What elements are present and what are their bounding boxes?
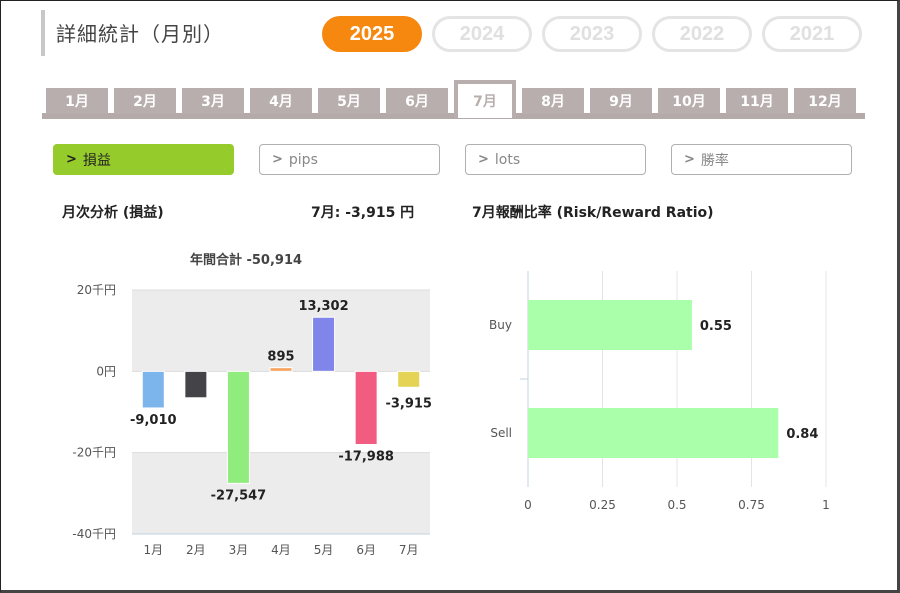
year-pill-2024[interactable]: 2024 [432,16,532,52]
x-tick-label: 1月 [143,543,163,557]
y-tick-label: 20千円 [77,283,116,297]
data-label: -17,988 [338,449,394,464]
metric-button-lots[interactable]: > lots [465,144,646,175]
year-pill-2023[interactable]: 2023 [542,16,642,52]
x-tick-label: 5月 [314,543,334,557]
data-label: 0.84 [786,427,818,442]
bar-5 [312,316,336,372]
bar-6 [354,370,378,445]
month-tabs-baseline [42,113,865,119]
x-tick-label: 0 [524,498,532,512]
x-tick-label: 7月 [399,543,419,557]
x-tick-label: 6月 [356,543,376,557]
current-month-value: 7月: -3,915 円 [311,205,415,221]
tab-month-3[interactable]: 3月 [182,88,244,114]
tab-month-12[interactable]: 12月 [794,88,856,114]
x-tick-label: 0.75 [738,498,765,512]
data-label: -9,010 [130,413,177,428]
x-tick-label: 4月 [271,543,291,557]
bar-1 [141,370,165,409]
x-tick-label: 1 [822,498,830,512]
month-tabs: 1月 2月 3月 4月 5月 6月 7月 8月 9月 10月 11月 12月 [46,80,856,118]
monthly-analysis-heading: 月次分析 (損益) [62,205,164,221]
y-tick-label: Buy [489,318,512,332]
rr-ratio-chart: 0 0.25 0.5 0.75 1 Buy 0.55 Sell 0.84 [489,271,830,512]
chevron-right-icon: > [272,152,283,167]
metric-button-label: pips [288,151,318,168]
x-tick-label: 0.25 [589,498,616,512]
metric-button-label: 損益 [82,152,111,169]
metric-button-label: 勝率 [700,152,729,169]
y-tick-label: -40千円 [72,527,116,541]
chevron-right-icon: > [478,152,489,167]
chevron-right-icon: > [66,152,77,167]
y-tick-label: 0円 [96,364,116,378]
x-tick-label: 3月 [229,543,249,557]
x-tick-label: 2月 [186,543,206,557]
year-pill-2021[interactable]: 2021 [762,16,862,52]
metric-button-pips[interactable]: > pips [259,144,440,175]
data-label: 0.55 [700,319,732,334]
bar-3 [226,370,250,484]
bar-7 [397,370,421,388]
bar-buy [528,300,692,350]
tab-month-4[interactable]: 4月 [250,88,312,114]
metric-button-pnl[interactable]: > 損益 [53,144,234,175]
bar-4 [269,367,293,372]
data-label: -27,547 [211,488,267,503]
chevron-right-icon: > [684,152,695,167]
title-accent-bar [41,10,45,56]
data-label: 895 [267,350,294,365]
plot-band [132,371,430,453]
tab-month-9[interactable]: 9月 [590,88,652,114]
tab-month-10[interactable]: 10月 [658,88,720,114]
x-tick-label: 0.5 [667,498,686,512]
y-tick-label: Sell [490,426,512,440]
rr-ratio-heading: 7月報酬比率 (Risk/Reward Ratio) [472,205,714,221]
bar-sell [528,408,779,458]
tab-month-5[interactable]: 5月 [318,88,380,114]
tab-month-7[interactable]: 7月 [454,80,516,118]
year-pill-2022[interactable]: 2022 [652,16,752,52]
plot-band [132,290,430,372]
tab-month-1[interactable]: 1月 [46,88,108,114]
data-label: -3,915 [385,396,432,411]
bar-2 [184,370,208,399]
tab-month-11[interactable]: 11月 [726,88,788,114]
tab-month-6[interactable]: 6月 [386,88,448,114]
tab-month-2[interactable]: 2月 [114,88,176,114]
data-label: 13,302 [298,299,348,314]
year-selector: 2025 2024 2023 2022 2021 [322,16,862,52]
year-pill-2025[interactable]: 2025 [322,16,422,52]
metric-button-label: lots [494,151,521,168]
page-title: 詳細統計（月別） [56,22,224,46]
metric-button-win-rate[interactable]: > 勝率 [671,144,852,175]
monthly-pnl-chart: 20千円 0円 -20千円 -40千円 年間合計 -50,914 1月 -9,010 2月 3月… [72,252,432,557]
y-tick-label: -20千円 [72,446,116,460]
tab-month-8[interactable]: 8月 [522,88,584,114]
plot-band [132,452,430,534]
chart-title: 年間合計 -50,914 [190,252,302,268]
